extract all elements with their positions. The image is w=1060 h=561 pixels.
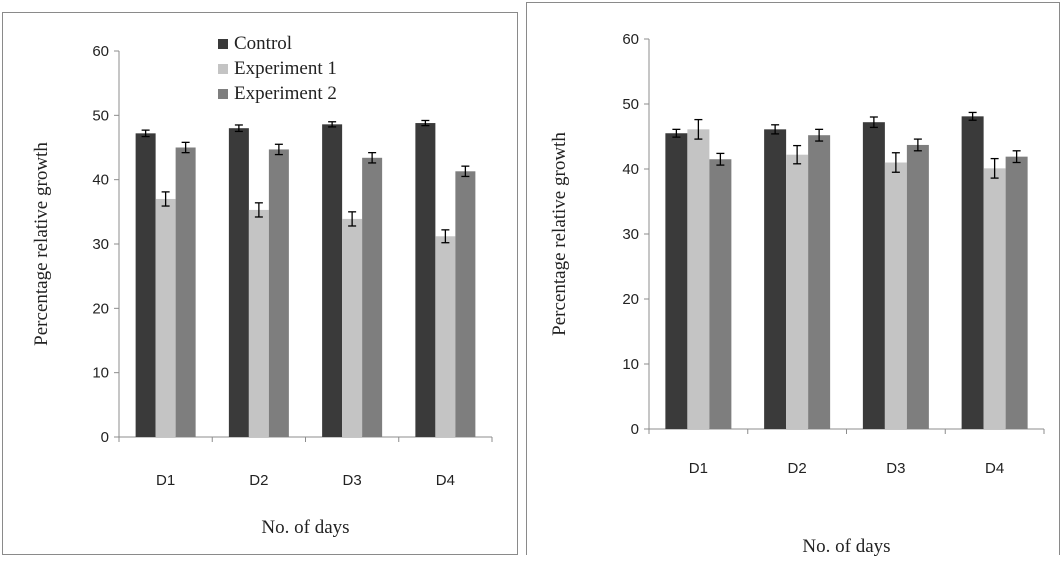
y-tick-label: 10 (622, 356, 639, 373)
bar-control-d4 (415, 123, 436, 437)
legend-swatch (218, 39, 228, 49)
bar-series-3-d4 (1005, 156, 1028, 429)
x-category-label: D3 (886, 460, 905, 477)
legend-label: Experiment 2 (234, 83, 337, 104)
bar-series-3-d1 (709, 159, 732, 429)
bar-series-3-d3 (906, 144, 929, 429)
y-tick-label: 30 (622, 226, 639, 243)
chart-panel-right: 0 10 20 30 40 50 60 D1 D2 D3 D4 No. of days Percenta… (526, 2, 1060, 557)
y-tick-label: 0 (101, 429, 109, 446)
bar-series-1-d1 (665, 133, 688, 429)
x-category-label: D4 (985, 460, 1004, 477)
x-category-label: D1 (156, 472, 175, 489)
bar-series-3-d2 (808, 135, 831, 429)
y-tick-label: 50 (92, 107, 109, 124)
x-category-label: D2 (788, 460, 807, 477)
bar-control-d2 (228, 128, 249, 437)
bar-experiment-2-d3 (362, 157, 383, 437)
bar-series-2-d3 (884, 162, 907, 429)
y-tick-label: 10 (92, 365, 109, 382)
x-category-label: D2 (249, 472, 268, 489)
bar-experiment-2-d1 (175, 147, 196, 437)
bar-series-2-d1 (687, 129, 710, 429)
y-axis-title: Percentage relative growth (549, 132, 570, 336)
bar-series-1-d3 (862, 122, 885, 429)
bar-experiment-1-d4 (435, 236, 456, 437)
y-tick-label: 20 (622, 291, 639, 308)
bar-chart-left: 0 10 20 30 40 50 60 D1 D2 D3 D4 No. of days Percenta… (31, 33, 493, 538)
bar-experiment-2-d2 (268, 149, 289, 437)
bar-series-2-d2 (786, 154, 809, 429)
bar-control-d1 (135, 133, 156, 437)
bar-control-d3 (322, 124, 343, 437)
y-tick-label: 50 (622, 96, 639, 113)
chart-panel-left: 0 10 20 30 40 50 60 D1 D2 D3 D4 No. of days Percenta… (2, 12, 518, 555)
x-category-label: D4 (436, 472, 455, 489)
x-axis-title: No. of days (802, 536, 890, 556)
legend-label: Experiment 1 (234, 58, 337, 79)
y-tick-label: 60 (92, 43, 109, 60)
x-category-label: D1 (689, 460, 708, 477)
y-tick-label: 40 (92, 172, 109, 189)
y-tick-label: 0 (631, 421, 639, 438)
y-tick-label: 60 (622, 31, 639, 48)
legend-label: Control (234, 33, 292, 54)
bar-experiment-1-d3 (342, 218, 363, 437)
x-category-label: D3 (343, 472, 362, 489)
x-axis-title: No. of days (261, 517, 349, 538)
bar-series-2-d4 (983, 168, 1006, 429)
bar-series-1-d4 (961, 116, 984, 429)
y-tick-label: 30 (92, 236, 109, 253)
bar-series-1-d2 (764, 129, 787, 429)
y-tick-label: 20 (92, 300, 109, 317)
bar-experiment-2-d4 (455, 171, 476, 437)
legend-swatch (218, 89, 228, 99)
bar-chart-right: 0 10 20 30 40 50 60 D1 D2 D3 D4 No. of days Percenta… (549, 31, 1045, 557)
bar-experiment-1-d1 (155, 198, 176, 437)
y-tick-label: 40 (622, 161, 639, 178)
bar-experiment-1-d2 (248, 209, 269, 437)
y-axis-title: Percentage relative growth (31, 142, 52, 346)
legend-swatch (218, 64, 228, 74)
